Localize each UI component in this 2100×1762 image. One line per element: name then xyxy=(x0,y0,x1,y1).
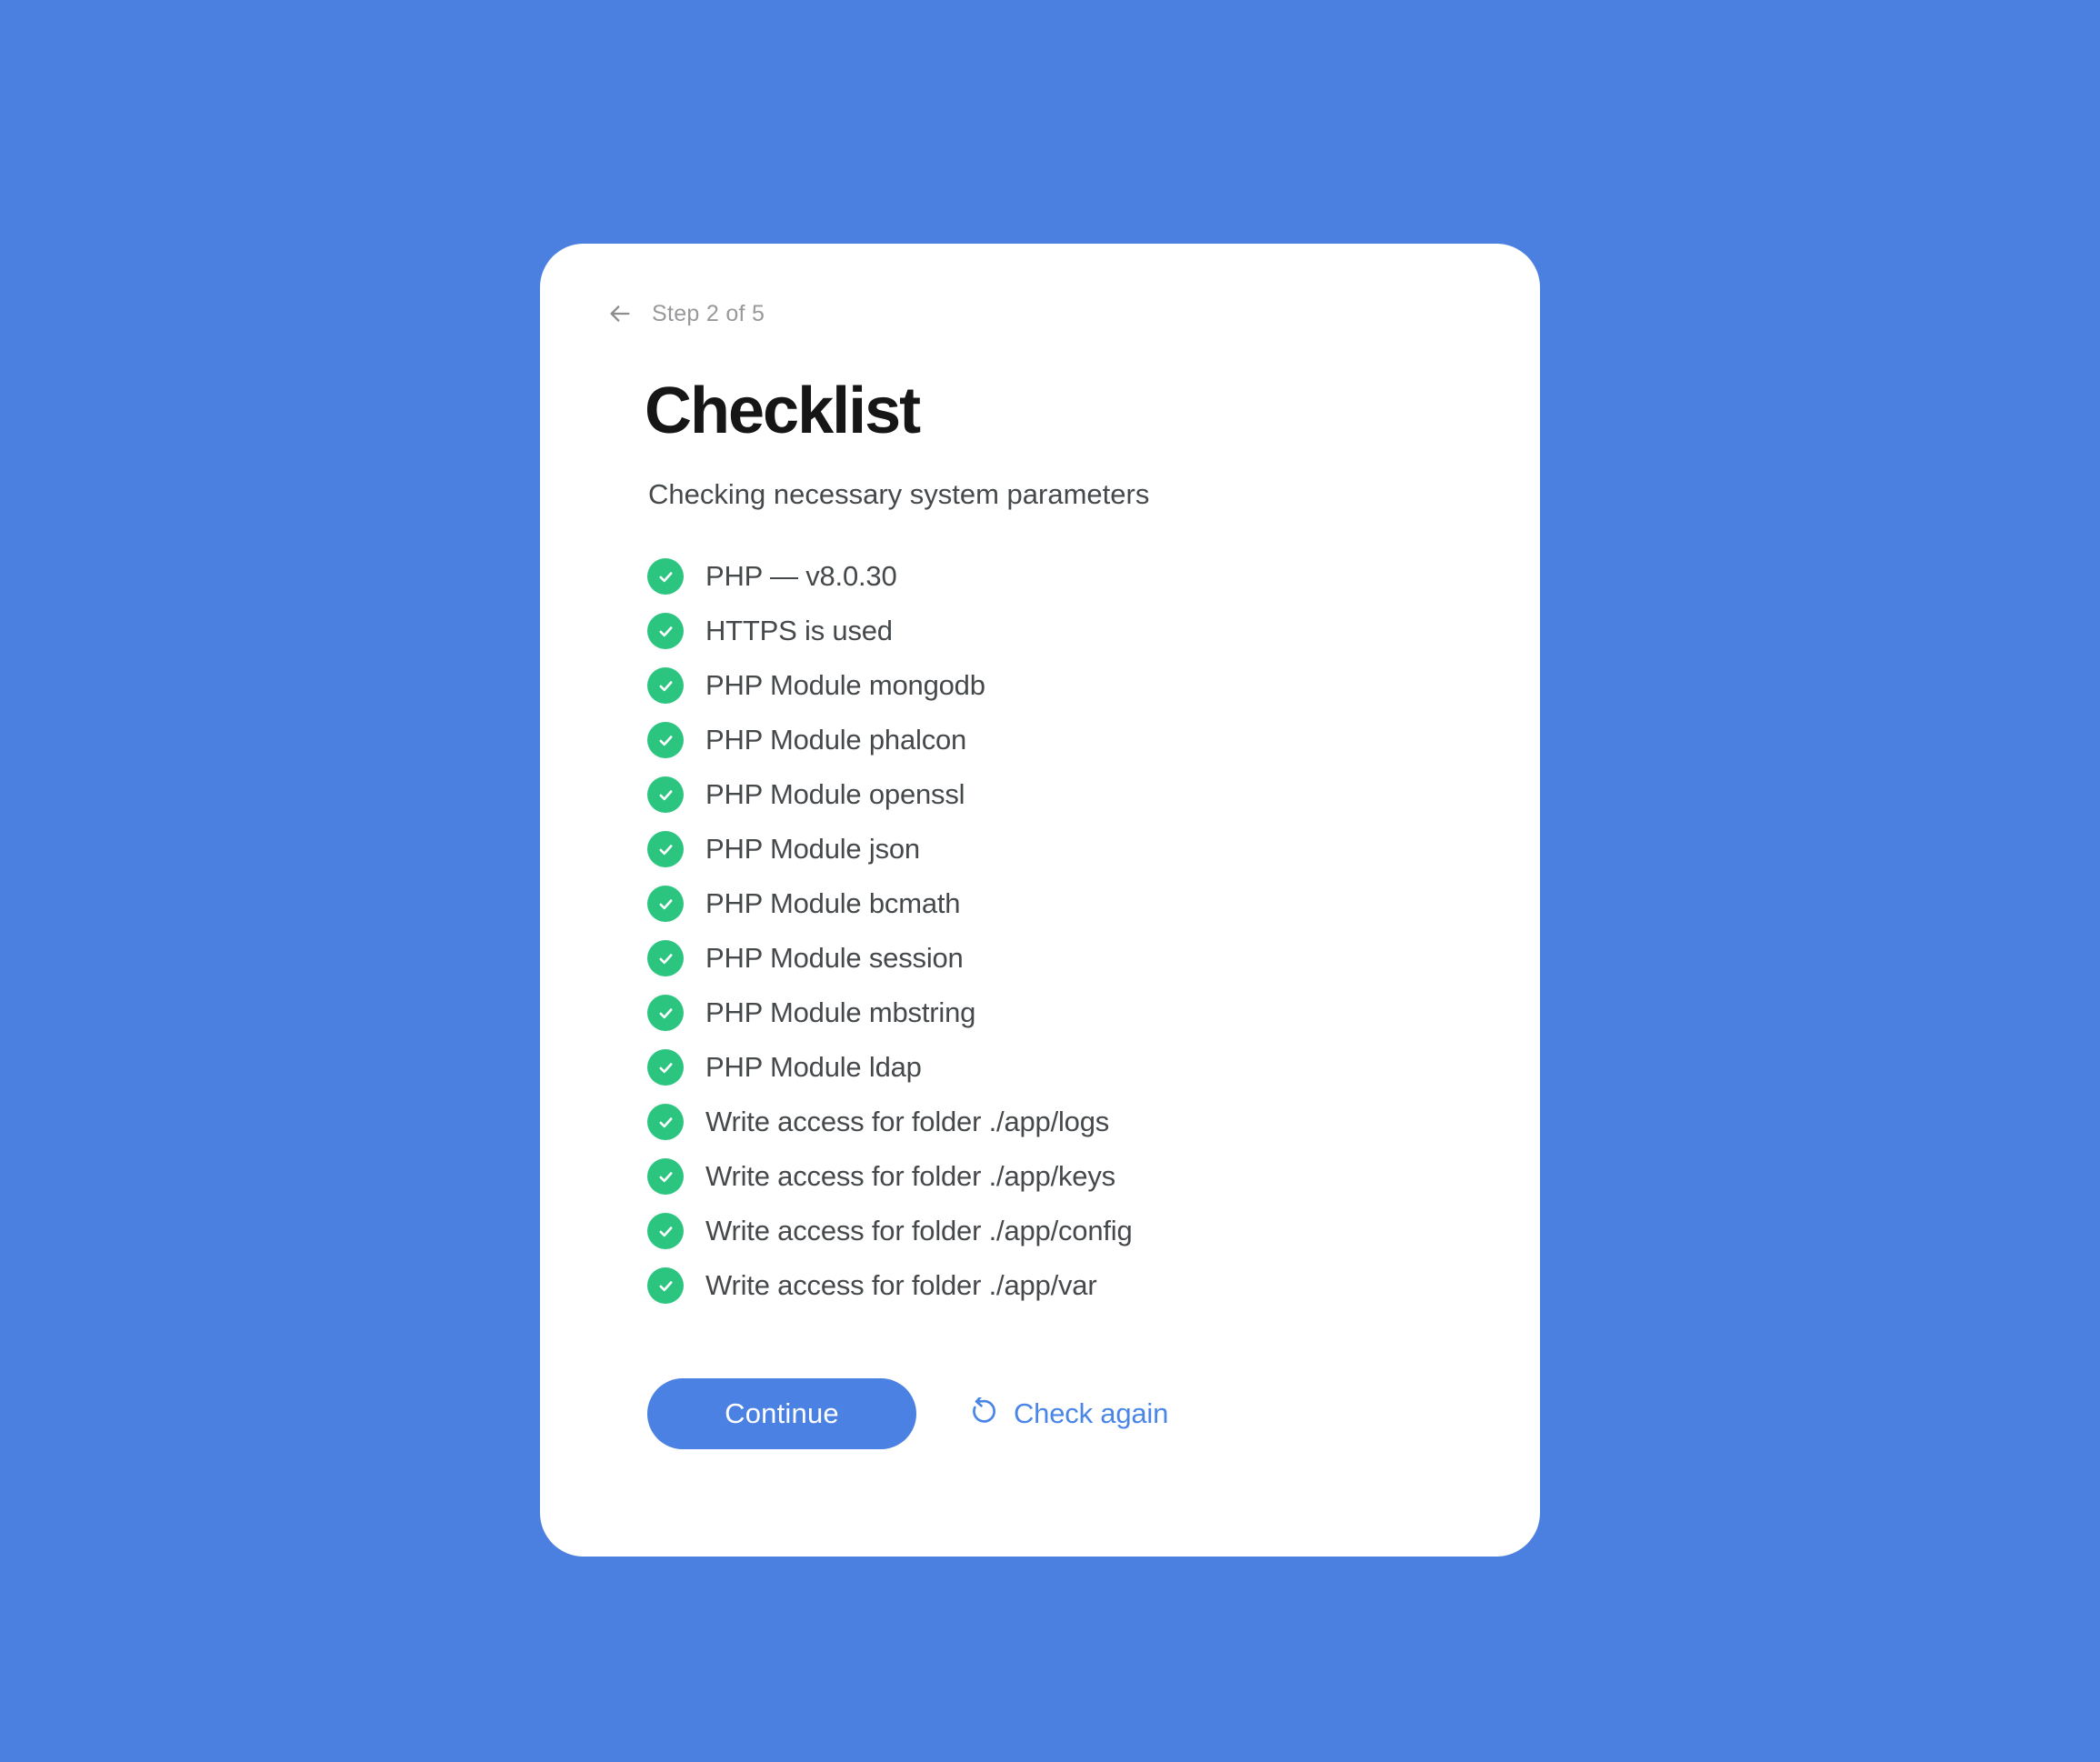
checklist-item: Write access for folder ./app/var xyxy=(647,1258,1133,1313)
checklist-item: Write access for folder ./app/keys xyxy=(647,1149,1133,1204)
checklist-item-label: PHP — v8.0.30 xyxy=(705,560,897,592)
checklist-item: HTTPS is used xyxy=(647,604,1133,658)
checklist-item-label: PHP Module bcmath xyxy=(705,887,961,919)
checklist: PHP — v8.0.30 HTTPS is used PHP Module m… xyxy=(647,549,1133,1313)
step-indicator: Step 2 of 5 xyxy=(652,301,765,326)
actions-row: Continue Check again xyxy=(647,1378,1168,1449)
continue-button[interactable]: Continue xyxy=(647,1378,916,1449)
checklist-item: PHP Module session xyxy=(647,931,1133,986)
check-icon xyxy=(647,940,684,976)
setup-wizard-card: Step 2 of 5 Checklist Checking necessary… xyxy=(540,244,1540,1557)
check-again-label: Check again xyxy=(1014,1397,1169,1429)
check-again-link[interactable]: Check again xyxy=(970,1395,1169,1430)
check-icon xyxy=(647,667,684,704)
checklist-item: Write access for folder ./app/config xyxy=(647,1204,1133,1258)
check-icon xyxy=(647,1213,684,1249)
check-icon xyxy=(647,776,684,813)
checklist-item: PHP — v8.0.30 xyxy=(647,549,1133,604)
page-title: Checklist xyxy=(645,375,921,447)
checklist-item: PHP Module bcmath xyxy=(647,876,1133,931)
checklist-item: PHP Module mbstring xyxy=(647,986,1133,1040)
back-button[interactable] xyxy=(606,301,634,326)
check-icon xyxy=(647,995,684,1031)
checklist-item: Write access for folder ./app/logs xyxy=(647,1095,1133,1149)
checklist-item-label: Write access for folder ./app/logs xyxy=(705,1106,1110,1137)
check-icon xyxy=(647,886,684,922)
checklist-item-label: PHP Module json xyxy=(705,833,920,865)
check-icon xyxy=(647,1267,684,1304)
page-subtitle: Checking necessary system parameters xyxy=(648,478,1150,510)
check-icon xyxy=(647,558,684,595)
check-icon xyxy=(647,831,684,867)
check-icon xyxy=(647,1104,684,1140)
rotate-ccw-icon xyxy=(970,1395,998,1430)
checklist-item-label: Write access for folder ./app/config xyxy=(705,1215,1133,1246)
checklist-item-label: Write access for folder ./app/var xyxy=(705,1269,1097,1301)
step-row: Step 2 of 5 xyxy=(606,298,765,329)
arrow-left-icon xyxy=(606,301,634,326)
checklist-item: PHP Module mongodb xyxy=(647,658,1133,713)
checklist-item: PHP Module phalcon xyxy=(647,713,1133,767)
checklist-item: PHP Module ldap xyxy=(647,1040,1133,1095)
check-icon xyxy=(647,1049,684,1086)
checklist-item-label: PHP Module phalcon xyxy=(705,724,967,756)
checklist-item-label: Write access for folder ./app/keys xyxy=(705,1160,1115,1192)
check-icon xyxy=(647,722,684,758)
checklist-item-label: PHP Module mongodb xyxy=(705,669,985,701)
checklist-item-label: HTTPS is used xyxy=(705,615,893,646)
check-icon xyxy=(647,1158,684,1195)
checklist-item: PHP Module json xyxy=(647,822,1133,876)
checklist-item-label: PHP Module session xyxy=(705,942,964,974)
checklist-item-label: PHP Module ldap xyxy=(705,1051,922,1083)
checklist-item-label: PHP Module mbstring xyxy=(705,996,976,1028)
checklist-item-label: PHP Module openssl xyxy=(705,778,965,810)
checklist-item: PHP Module openssl xyxy=(647,767,1133,822)
check-icon xyxy=(647,613,684,649)
